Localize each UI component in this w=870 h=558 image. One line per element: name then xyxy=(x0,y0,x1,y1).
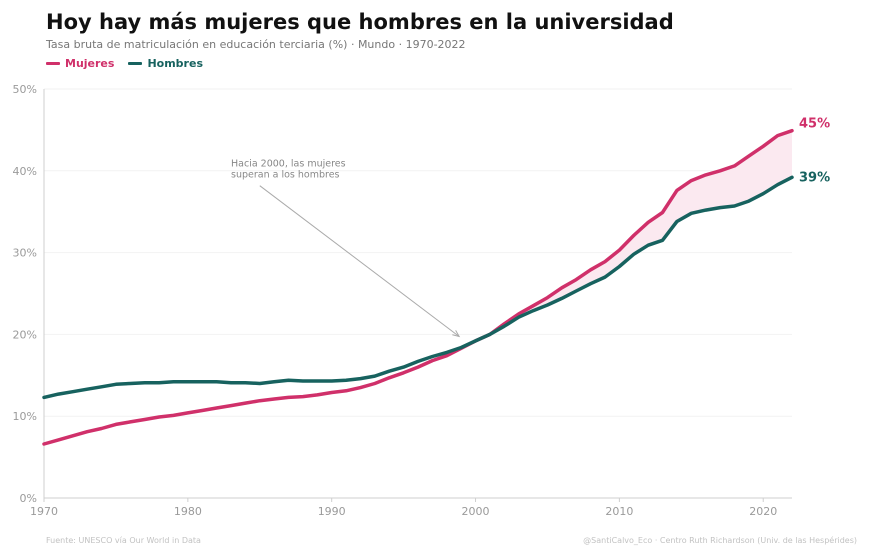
legend-swatch-women xyxy=(46,62,60,65)
legend-item-women: Mujeres xyxy=(46,57,114,70)
annotation-arrow-line xyxy=(259,185,460,337)
credit-note: @SantiCalvo_Eco · Centro Ruth Richardson… xyxy=(583,536,857,545)
x-tick-label: 2020 xyxy=(749,505,777,518)
annotation-arrow-head xyxy=(452,330,461,338)
chart-legend: Mujeres Hombres xyxy=(46,57,203,70)
y-tick-label: 10% xyxy=(13,410,37,423)
legend-label-women: Mujeres xyxy=(65,57,115,70)
legend-swatch-men xyxy=(128,62,143,65)
y-tick-label: 40% xyxy=(13,165,37,178)
women-line xyxy=(42,128,794,446)
y-tick-label: 20% xyxy=(13,328,37,341)
x-tick-label: 1980 xyxy=(174,505,202,518)
annotation-text: Hacia 2000, las mujeres xyxy=(231,159,346,170)
x-tick-label: 2000 xyxy=(462,505,490,518)
x-tick-label: 1970 xyxy=(30,505,58,518)
x-tick-label: 2010 xyxy=(605,505,633,518)
legend-item-men: Hombres xyxy=(128,57,203,70)
y-tick-label: 0% xyxy=(20,492,37,505)
chart-subtitle: Tasa bruta de matriculación en educación… xyxy=(46,38,466,51)
x-tick-label: 1990 xyxy=(318,505,346,518)
women-end-label: 45% xyxy=(799,117,830,132)
men-end-label: 39% xyxy=(799,170,830,185)
annotation-text: superan a los hombres xyxy=(231,170,340,181)
y-tick-label: 30% xyxy=(13,247,37,260)
y-tick-label: 50% xyxy=(13,83,37,96)
men-line xyxy=(42,175,794,400)
legend-label-men: Hombres xyxy=(147,57,203,70)
chart-title: Hoy hay más mujeres que hombres en la un… xyxy=(46,10,674,34)
source-note: Fuente: UNESCO vía Our World in Data xyxy=(46,536,201,545)
